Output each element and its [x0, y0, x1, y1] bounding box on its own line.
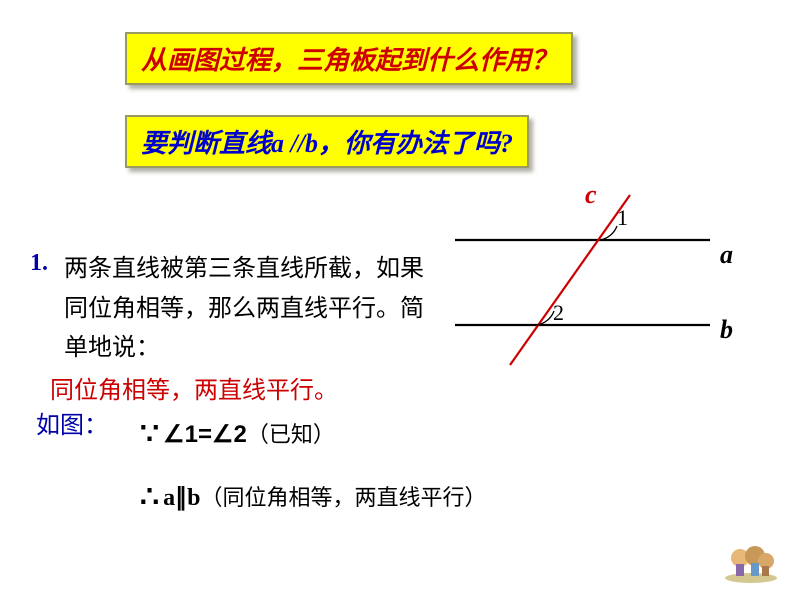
proof-line-2: ∴ a∥b（同位角相等，两直线平行）	[140, 478, 486, 513]
banner2-mid: //	[284, 129, 305, 158]
proof2-reason: （同位角相等，两直线平行）	[200, 485, 486, 510]
theorem-conclusion: 同位角相等，两直线平行。	[50, 370, 338, 405]
banner-question-1: 从画图过程，三角板起到什么作用？	[125, 32, 573, 85]
banner-question-2: 要判断直线a //b，你有办法了吗?	[125, 115, 529, 168]
banner2-var-a: a	[271, 129, 284, 158]
proof-line-1: ∵ ∠1=∠2（已知）	[140, 415, 335, 450]
label-angle-1: 1	[617, 205, 628, 231]
banner2-suffix: ，你有办法了吗?	[318, 129, 513, 158]
theorem-number: 1.	[30, 250, 48, 277]
banner2-prefix: 要判断直线	[141, 129, 271, 158]
banner2-var-b: b	[305, 129, 318, 158]
label-a: a	[720, 240, 733, 270]
therefore-symbol: ∴	[140, 481, 157, 514]
rutu-label: 如图：	[36, 405, 108, 440]
corner-decoration-icon	[720, 536, 782, 584]
diagram-svg	[445, 185, 745, 375]
parallel-lines-diagram: c a b 1 2	[445, 185, 745, 365]
banner1-text: 从画图过程，三角板起到什么作用？	[141, 46, 557, 75]
theorem-text: 两条直线被第三条直线所截，如果同位角相等，那么两直线平行。简单地说：	[64, 250, 424, 369]
because-symbol: ∵	[140, 418, 157, 451]
proof1-expr: ∠1=∠2	[163, 421, 247, 448]
label-angle-2: 2	[553, 300, 564, 326]
label-b: b	[720, 315, 733, 345]
label-c: c	[585, 180, 597, 210]
line-c-transversal	[510, 195, 630, 365]
proof2-expr: a∥b	[163, 485, 200, 511]
proof1-reason: （已知）	[247, 422, 335, 447]
